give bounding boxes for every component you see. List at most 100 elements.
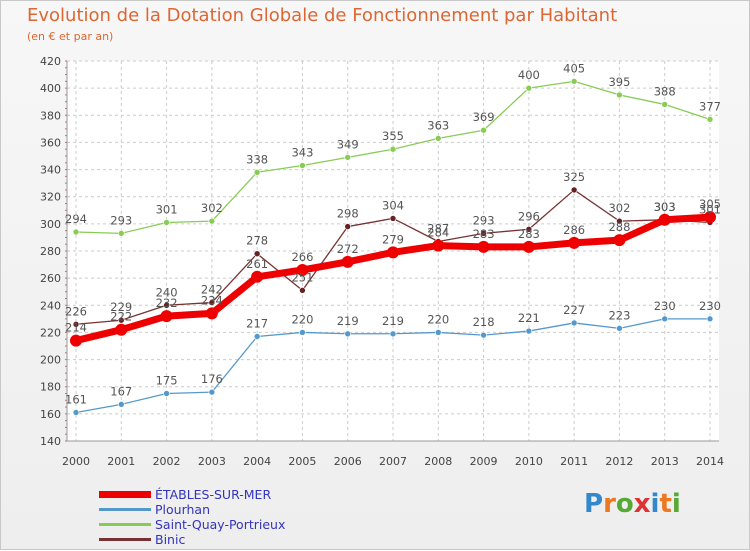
data-point <box>706 116 714 123</box>
data-label: 369 <box>473 110 495 124</box>
data-label: 283 <box>518 227 540 241</box>
data-label: 400 <box>518 68 540 82</box>
data-label: 218 <box>473 315 495 329</box>
y-tick-label: 360 <box>40 136 61 149</box>
data-label: 296 <box>518 209 540 223</box>
data-label: 229 <box>110 300 132 314</box>
data-label: 261 <box>246 257 268 271</box>
x-tick-label: 2003 <box>198 455 226 468</box>
data-point <box>160 310 173 323</box>
data-point <box>568 236 581 249</box>
logo-letter: t <box>659 489 672 519</box>
chart-subtitle: (en € et par an) <box>27 30 114 43</box>
data-point <box>72 228 80 236</box>
data-point <box>341 255 354 268</box>
data-point <box>70 334 82 347</box>
data-point <box>522 240 535 253</box>
y-tick-label: 200 <box>40 354 61 367</box>
data-label: 338 <box>246 152 268 166</box>
data-point <box>525 327 533 335</box>
legend-swatch <box>99 538 151 541</box>
data-point <box>344 330 352 338</box>
data-label: 278 <box>246 234 268 248</box>
y-tick-label: 300 <box>40 218 61 231</box>
data-label: 301 <box>156 203 178 217</box>
data-label: 302 <box>201 201 223 215</box>
data-point <box>706 315 714 323</box>
data-label: 286 <box>563 223 585 237</box>
chart-title: Evolution de la Dotation Globale de Fonc… <box>27 5 618 26</box>
x-tick-label: 2000 <box>62 455 90 468</box>
data-label: 301 <box>699 203 721 217</box>
data-point <box>296 264 309 276</box>
data-label: 279 <box>382 232 404 246</box>
data-label: 325 <box>563 170 585 184</box>
data-label: 349 <box>337 137 359 151</box>
data-label: 355 <box>382 129 404 143</box>
data-label: 363 <box>427 118 449 132</box>
data-point <box>389 145 397 153</box>
y-tick-label: 160 <box>40 408 61 421</box>
data-point <box>163 219 170 226</box>
legend-swatch <box>99 491 151 498</box>
data-label: 220 <box>291 312 313 326</box>
data-label: 161 <box>65 393 87 407</box>
data-point <box>613 234 626 247</box>
data-point <box>570 186 578 194</box>
data-point <box>299 287 306 294</box>
data-label: 176 <box>201 372 223 386</box>
data-label: 242 <box>201 283 223 297</box>
x-tick-label: 2005 <box>288 455 316 468</box>
y-tick-label: 140 <box>40 435 61 448</box>
data-point <box>432 239 445 252</box>
data-point <box>299 329 306 336</box>
logo-letter: r <box>603 489 616 519</box>
proxiti-logo: Proxiti <box>584 489 681 519</box>
data-point <box>525 225 533 233</box>
data-label: 303 <box>654 200 676 214</box>
data-point <box>251 270 264 283</box>
data-point <box>253 250 261 258</box>
logo-letter: i <box>650 489 660 519</box>
data-label: 230 <box>699 299 721 313</box>
x-tick-label: 2010 <box>515 455 543 468</box>
data-label: 234 <box>201 293 223 307</box>
data-label: 298 <box>337 207 359 221</box>
data-point <box>661 315 669 323</box>
y-tick-label: 260 <box>40 272 61 285</box>
logo-letter: x <box>633 489 651 519</box>
data-point <box>72 409 80 416</box>
x-tick-label: 2001 <box>107 455 135 468</box>
data-point <box>434 329 442 336</box>
data-point <box>115 323 128 336</box>
data-point <box>704 211 716 224</box>
data-label: 175 <box>156 374 178 388</box>
data-label: 167 <box>110 384 132 398</box>
data-label: 377 <box>699 99 721 113</box>
data-label: 217 <box>246 317 268 331</box>
legend-swatch <box>99 523 151 526</box>
data-point <box>72 320 80 328</box>
data-point <box>208 299 216 306</box>
x-tick-label: 2006 <box>334 455 362 468</box>
x-tick-label: 2009 <box>470 455 498 468</box>
y-tick-label: 400 <box>40 82 61 95</box>
data-label: 214 <box>65 321 87 335</box>
y-tick-label: 420 <box>40 55 61 68</box>
y-tick-label: 380 <box>40 109 61 122</box>
data-point <box>389 215 397 222</box>
x-tick-label: 2014 <box>696 455 724 468</box>
data-label: 388 <box>654 84 676 98</box>
data-point <box>434 135 442 142</box>
data-point <box>208 388 216 396</box>
legend-label: Binic <box>155 532 186 547</box>
x-tick-label: 2008 <box>424 455 452 468</box>
data-label: 240 <box>156 285 178 299</box>
x-tick-label: 2011 <box>560 455 588 468</box>
data-point <box>163 301 170 309</box>
data-label: 226 <box>65 304 87 318</box>
data-point <box>299 162 306 169</box>
data-point <box>480 230 487 237</box>
data-label: 304 <box>382 198 404 212</box>
